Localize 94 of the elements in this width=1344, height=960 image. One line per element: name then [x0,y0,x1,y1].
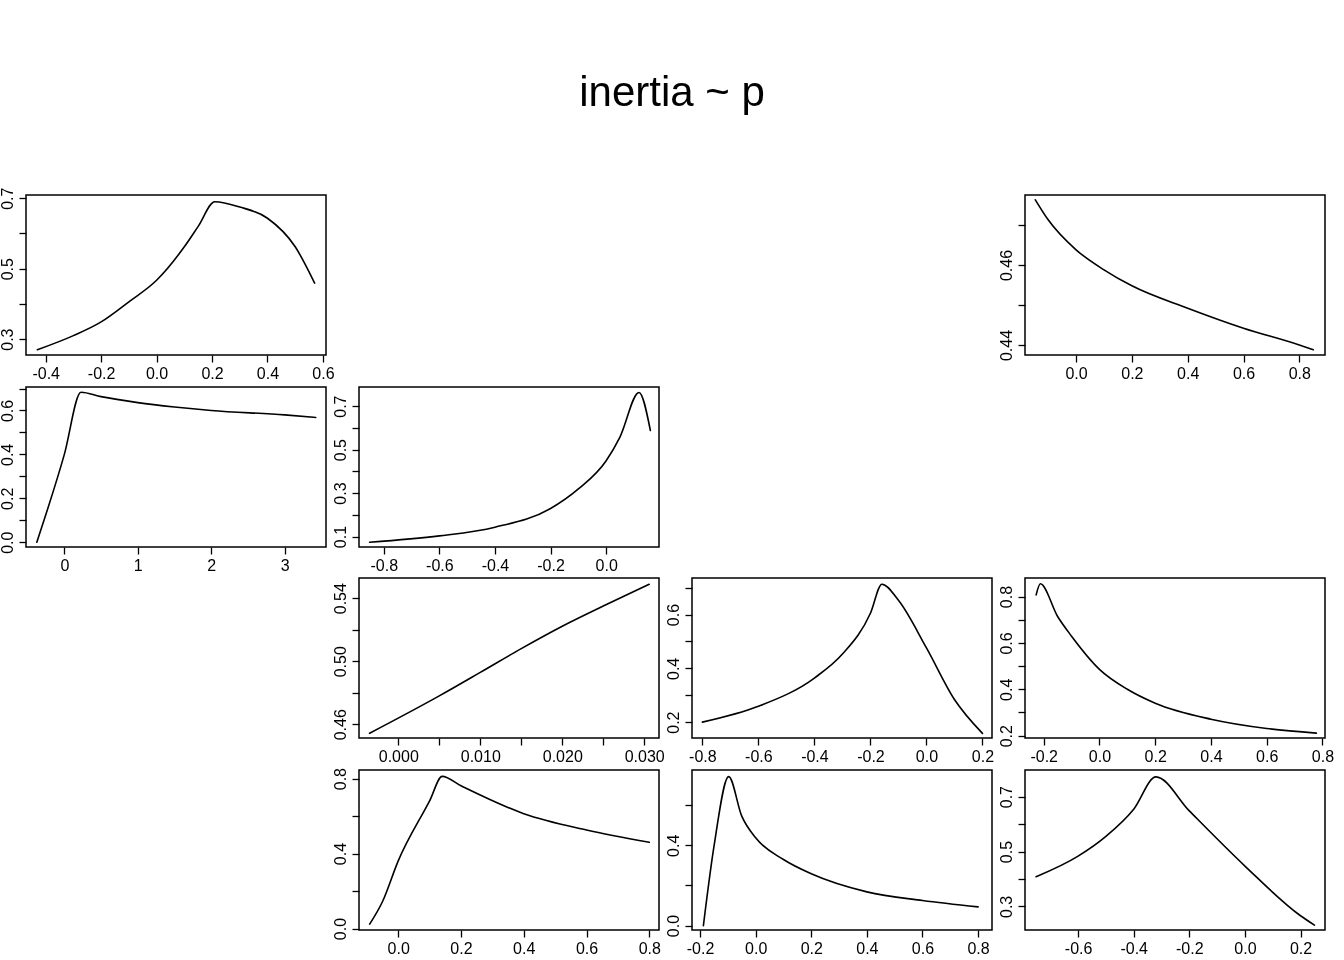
x-tick-label: 0.6 [911,939,935,957]
x-tick-label: 0.2 [450,939,473,957]
y-tick-label: 0.4 [664,834,682,857]
y-tick-label: 0.5 [997,840,1015,864]
y-tick-label: 0.5 [0,257,16,281]
y-tick-label: 0.0 [664,914,682,938]
x-tick-label: 0.010 [460,747,501,765]
line-series [1035,583,1318,734]
y-tick-label: 0.2 [0,487,16,510]
x-tick-label: -0.8 [370,556,399,574]
x-tick-label: 0.2 [1289,939,1313,957]
x-tick-label: -0.4 [801,747,829,765]
line-series [1035,776,1316,926]
y-tick-label: 0.3 [997,895,1015,919]
y-tick-label: 0.54 [331,583,349,615]
x-tick-label: 0.4 [856,939,879,957]
x-tick-label: 0.8 [1288,364,1312,382]
x-tick-label: 0 [60,556,70,574]
x-tick-label: 0.030 [624,747,665,765]
x-tick-label: 0.2 [1144,747,1167,765]
x-tick-label: -0.4 [1120,939,1149,957]
x-tick-label: -0.2 [87,364,116,382]
x-tick-label: 0.0 [1065,364,1088,382]
x-tick-label: -0.2 [537,556,565,574]
x-tick-label: 2 [207,556,217,574]
y-tick-label: 0.3 [331,482,349,505]
x-tick-label: 0.2 [1121,364,1144,382]
x-tick-label: -0.6 [745,747,773,765]
x-tick-label: 0.0 [145,364,169,382]
x-tick-label: 0.4 [1200,747,1223,765]
x-tick-label: 1 [133,556,143,574]
y-tick-label: 0.6 [997,632,1015,655]
y-tick-label: 0.7 [331,395,349,418]
x-tick-label: 0.8 [1311,747,1335,765]
y-tick-label: 0.46 [331,709,349,741]
line-series [368,583,650,735]
x-tick-label: -0.4 [32,364,61,382]
line-series [36,391,317,543]
x-tick-label: -0.2 [857,747,885,765]
y-tick-label: 0.8 [997,585,1015,609]
x-tick-label: 0.2 [800,939,823,957]
line-series [368,391,652,544]
x-tick-label: 0.0 [915,747,939,765]
y-tick-label: 0.0 [331,917,349,941]
y-tick-label: 0.2 [664,711,682,734]
x-tick-label: 0.8 [638,939,661,957]
x-tick-label: -0.4 [481,556,510,574]
y-tick-label: 0.7 [997,785,1015,809]
y-tick-label: 0.4 [331,842,349,866]
x-tick-label: 0.8 [967,939,990,957]
y-tick-label: 0.4 [664,657,682,680]
text: inertia ~ p [578,67,766,117]
x-tick-label: 0.0 [387,939,410,957]
x-tick-label: -0.6 [426,556,454,574]
x-tick-label: 0.0 [1088,747,1112,765]
x-tick-label: 0.2 [971,747,995,765]
x-tick-label: -0.6 [1064,939,1093,957]
y-tick-label: 0.6 [664,603,682,627]
x-tick-label: 0.6 [312,364,335,382]
line-series [368,775,651,925]
x-tick-label: -0.2 [1030,747,1059,765]
x-tick-label: 0.4 [1177,364,1200,382]
x-tick-label: 0.4 [513,939,536,957]
x-tick-label: 0.6 [1232,364,1256,382]
y-tick-label: 0.3 [0,328,16,351]
x-tick-label: 0.000 [378,747,419,765]
x-tick-label: -0.8 [689,747,717,765]
y-tick-label: 0.0 [0,531,16,554]
x-tick-label: -0.2 [1176,939,1204,957]
line-series [1034,199,1315,351]
y-tick-label: 0.2 [997,724,1015,748]
y-tick-label: 0.5 [331,438,349,462]
y-tick-label: 0.6 [0,399,16,423]
x-tick-label: 0.6 [1256,747,1279,765]
y-tick-label: 0.50 [331,646,349,678]
line-series [702,775,979,927]
y-tick-label: 0.1 [331,525,349,549]
x-tick-label: 0.020 [542,747,583,765]
y-tick-label: 0.4 [0,443,16,466]
line-series [701,583,984,735]
line-series [36,200,316,351]
x-tick-label: 0.0 [595,556,618,574]
y-tick-label: 0.46 [997,249,1015,282]
x-tick-label: -0.2 [686,939,715,957]
x-tick-label: 0.2 [201,364,224,382]
y-tick-label: 0.44 [997,329,1015,362]
x-tick-label: 3 [280,556,290,574]
y-tick-label: 0.8 [331,767,349,791]
x-tick-label: 0.0 [745,939,768,957]
y-tick-label: 0.4 [997,678,1015,701]
x-tick-label: 0.6 [575,939,599,957]
x-tick-label: 0.4 [256,364,280,382]
x-tick-label: 0.0 [1234,939,1257,957]
y-tick-label: 0.7 [0,187,16,210]
